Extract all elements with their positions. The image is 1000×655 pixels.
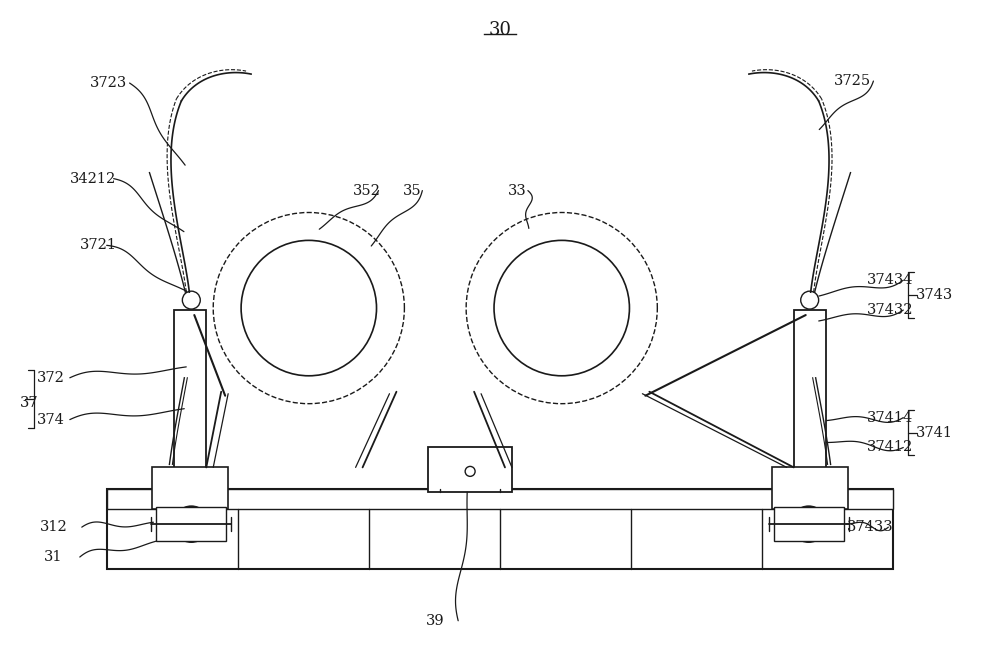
Text: 37432: 37432 (866, 303, 913, 317)
Bar (794, 310, 826, 491)
Text: 37434: 37434 (866, 273, 913, 287)
Text: 30: 30 (488, 22, 512, 39)
Circle shape (173, 506, 209, 542)
Circle shape (182, 291, 200, 309)
Text: 352: 352 (353, 183, 381, 198)
Text: 37412: 37412 (866, 441, 913, 455)
Bar (107, 489, 893, 509)
Bar (772, 468, 848, 509)
Circle shape (183, 516, 199, 532)
Text: 34212: 34212 (70, 172, 116, 185)
Text: 372: 372 (37, 371, 65, 384)
Text: 3725: 3725 (834, 74, 871, 88)
Text: 33: 33 (508, 183, 527, 198)
Bar (156, 507, 226, 541)
Text: 39: 39 (426, 614, 445, 627)
Circle shape (494, 240, 629, 376)
Text: 3721: 3721 (80, 238, 117, 252)
Text: 3741: 3741 (916, 426, 953, 440)
Circle shape (465, 466, 475, 476)
Bar (107, 489, 893, 569)
Text: 374: 374 (37, 413, 65, 426)
Bar (152, 468, 228, 509)
Text: 37414: 37414 (866, 411, 913, 424)
Circle shape (801, 291, 819, 309)
Bar (174, 310, 206, 491)
Text: 3723: 3723 (90, 76, 127, 90)
Circle shape (801, 516, 817, 532)
Circle shape (791, 506, 827, 542)
Text: 31: 31 (44, 550, 62, 564)
Bar (428, 447, 512, 493)
Text: 35: 35 (402, 183, 421, 198)
Text: 312: 312 (40, 520, 68, 534)
Text: 3743: 3743 (916, 288, 953, 302)
Bar (774, 507, 844, 541)
Text: 37433: 37433 (847, 520, 893, 534)
Circle shape (241, 240, 377, 376)
Text: 37: 37 (20, 396, 39, 409)
